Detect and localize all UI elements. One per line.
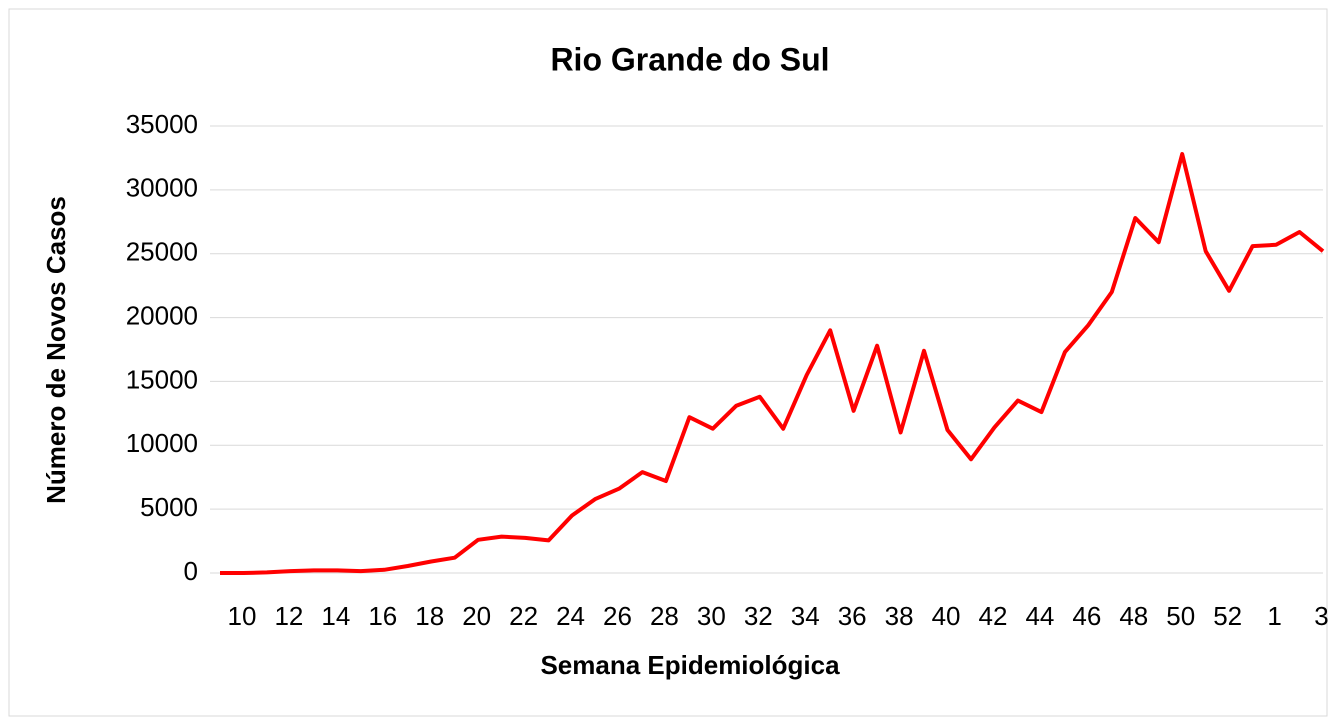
x-tick-label: 44 xyxy=(1025,601,1054,631)
x-tick-label: 3 xyxy=(1314,601,1328,631)
x-tick-label: 1 xyxy=(1267,601,1281,631)
x-axis-title: Semana Epidemiológica xyxy=(540,650,840,680)
y-axis-title: Número de Novos Casos xyxy=(41,196,71,504)
x-tick-label: 22 xyxy=(509,601,538,631)
x-tick-label: 12 xyxy=(274,601,303,631)
x-tick-label: 38 xyxy=(885,601,914,631)
x-tick-label: 46 xyxy=(1072,601,1101,631)
chart-title: Rio Grande do Sul xyxy=(550,41,829,77)
y-tick-label: 15000 xyxy=(126,364,198,394)
data-line xyxy=(220,152,1325,575)
x-tick-label: 50 xyxy=(1166,601,1195,631)
x-tick-label: 52 xyxy=(1213,601,1242,631)
x-tick-label: 26 xyxy=(603,601,632,631)
x-tick-label: 48 xyxy=(1119,601,1148,631)
x-tick-label: 24 xyxy=(556,601,585,631)
x-tick-label: 36 xyxy=(838,601,867,631)
x-tick-label: 28 xyxy=(650,601,679,631)
x-tick-label: 10 xyxy=(228,601,257,631)
x-tick-label: 20 xyxy=(462,601,491,631)
x-tick-label: 18 xyxy=(415,601,444,631)
y-tick-label: 10000 xyxy=(126,428,198,458)
x-tick-label: 40 xyxy=(932,601,961,631)
x-tick-label: 34 xyxy=(791,601,820,631)
chart-frame xyxy=(8,8,1328,717)
y-tick-label: 30000 xyxy=(126,173,198,203)
y-tick-label: 35000 xyxy=(126,109,198,139)
x-tick-label: 32 xyxy=(744,601,773,631)
x-tick-label: 42 xyxy=(979,601,1008,631)
x-tick-label: 30 xyxy=(697,601,726,631)
x-tick-label: 16 xyxy=(368,601,397,631)
y-tick-label: 25000 xyxy=(126,237,198,267)
y-tick-label: 20000 xyxy=(126,300,198,330)
x-tick-label: 14 xyxy=(321,601,350,631)
y-tick-label: 5000 xyxy=(140,492,198,522)
y-tick-label: 0 xyxy=(184,556,198,586)
